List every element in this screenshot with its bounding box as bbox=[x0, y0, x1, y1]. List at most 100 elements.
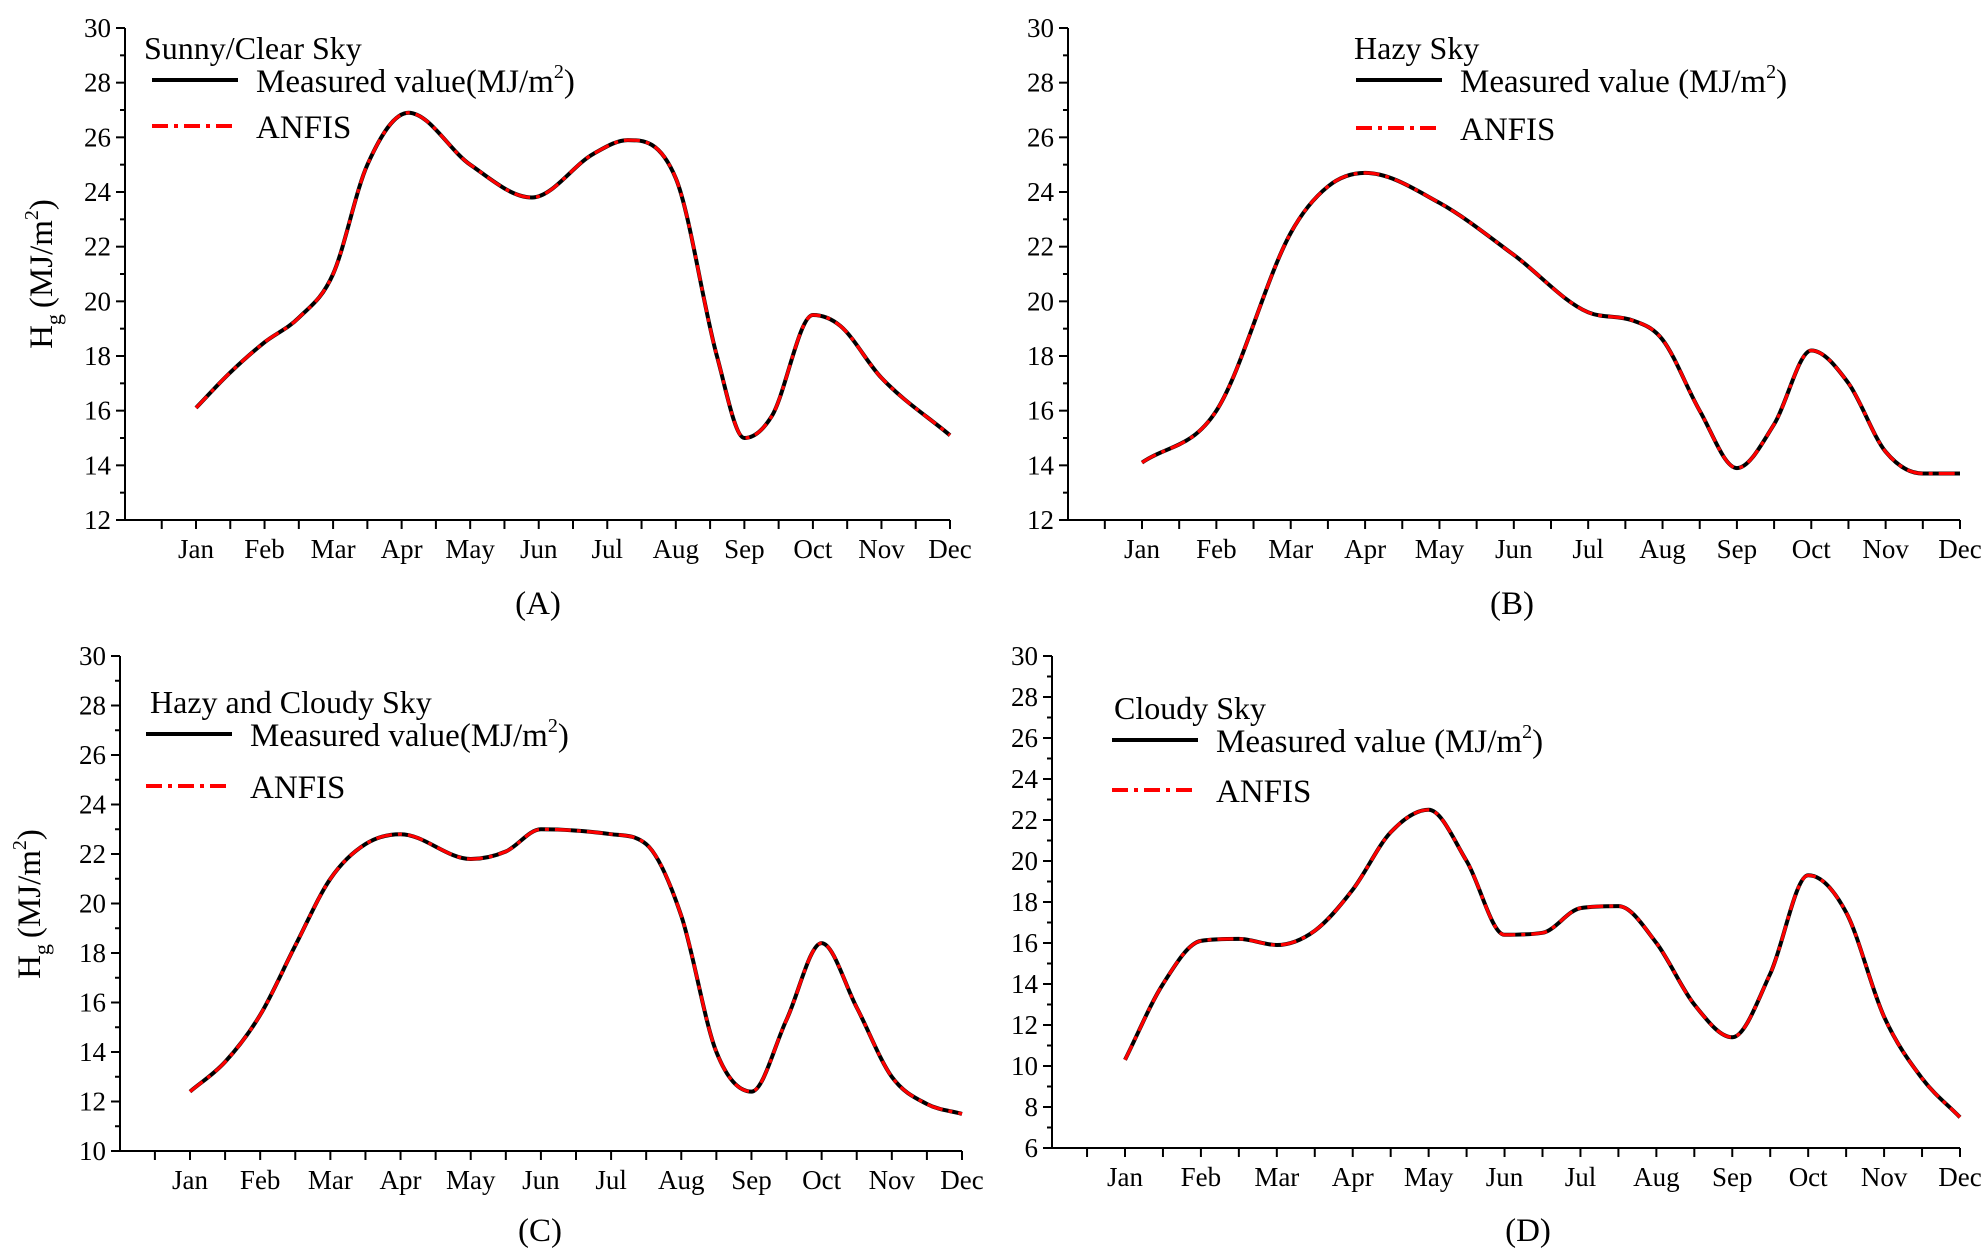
legend-measured-close: ) bbox=[1532, 724, 1543, 760]
x-tick-label: Mar bbox=[308, 1165, 353, 1195]
x-tick-label: Sep bbox=[731, 1165, 772, 1195]
y-tick-label: 12 bbox=[79, 1087, 106, 1117]
legend-label-anfis: ANFIS bbox=[256, 110, 351, 146]
legend: Measured value (MJ/m2) ANFIS bbox=[1356, 61, 1787, 148]
legend-measured-text: Measured value (MJ/m bbox=[1460, 64, 1766, 100]
x-tick-label: Nov bbox=[1862, 534, 1909, 564]
legend-label-measured: Measured value (MJ/m2) bbox=[1460, 61, 1787, 100]
series-line-measured bbox=[1140, 170, 1960, 476]
x-tick-label: Apr bbox=[1344, 534, 1386, 564]
y-tick-label: 26 bbox=[1027, 122, 1054, 152]
x-tick-label: Feb bbox=[1196, 534, 1237, 564]
series-line-anfis bbox=[1123, 808, 1962, 1119]
x-tick-label: Dec bbox=[1938, 1162, 1981, 1192]
legend: Measured value (MJ/m2) ANFIS bbox=[1112, 721, 1543, 810]
y-tick-label: 8 bbox=[1025, 1092, 1039, 1122]
y-axis-label-unit: (MJ/m bbox=[24, 220, 60, 308]
x-tick-label: Jan bbox=[172, 1165, 208, 1195]
panel-label: (A) bbox=[515, 586, 561, 622]
chart-panel-b: 12 14 16 18 20 22 24 26 28 30 Jan Feb Mar Apr May Jun Ju… bbox=[1027, 13, 1982, 622]
y-tick-label: 14 bbox=[79, 1037, 107, 1067]
legend-label-measured: Measured value(MJ/m2) bbox=[250, 715, 569, 754]
y-tick-label: 30 bbox=[84, 13, 111, 43]
x-tick-label: Jun bbox=[1495, 534, 1533, 564]
legend-measured-text: Measured value (MJ/m bbox=[1216, 724, 1522, 760]
y-tick-label: 14 bbox=[1027, 450, 1055, 480]
x-tick-label: Apr bbox=[1332, 1162, 1374, 1192]
y-tick-label: 22 bbox=[1011, 805, 1038, 835]
x-tick-label: Oct bbox=[802, 1165, 841, 1195]
x-tick-label: Feb bbox=[1181, 1162, 1222, 1192]
panel-label: (C) bbox=[518, 1213, 562, 1249]
legend-measured-close: ) bbox=[1776, 64, 1787, 100]
y-tick-label: 20 bbox=[79, 889, 106, 919]
series-line-measured bbox=[188, 827, 963, 1116]
series-line-anfis bbox=[194, 111, 952, 440]
y-tick-label: 28 bbox=[1027, 68, 1054, 98]
legend-measured-sup: 2 bbox=[554, 61, 564, 83]
y-tick-label: 18 bbox=[84, 341, 111, 371]
y-axis-label-unit: (MJ/m bbox=[12, 850, 48, 938]
y-tick-label: 28 bbox=[79, 691, 106, 721]
y-tick-label: 28 bbox=[84, 68, 111, 98]
legend-measured-sup: 2 bbox=[1766, 61, 1776, 83]
y-tick-label: 24 bbox=[1027, 177, 1055, 207]
x-tick-label: Mar bbox=[1254, 1162, 1299, 1192]
legend-label-anfis: ANFIS bbox=[1460, 112, 1555, 148]
chart-panel-d: 6 8 10 12 14 16 18 20 22 24 26 28 30 Jan Feb Mar Apr May J… bbox=[1011, 641, 1982, 1249]
x-tick-label: May bbox=[446, 1165, 496, 1195]
x-tick-label: May bbox=[1415, 534, 1465, 564]
x-tick-label: Dec bbox=[928, 534, 971, 564]
panel-label: (B) bbox=[1490, 586, 1534, 622]
x-tick-label: Feb bbox=[240, 1165, 281, 1195]
legend: Measured value(MJ/m2) ANFIS bbox=[152, 61, 575, 146]
x-tick-label: Sep bbox=[724, 534, 765, 564]
x-tick-label: Jan bbox=[178, 534, 214, 564]
y-tick-label: 30 bbox=[1011, 641, 1038, 671]
y-tick-label: 24 bbox=[84, 177, 112, 207]
legend-measured-sup: 2 bbox=[548, 715, 558, 737]
y-tick-label: 14 bbox=[1011, 969, 1039, 999]
x-tick-label: Feb bbox=[244, 534, 285, 564]
y-tick-label: 20 bbox=[1011, 846, 1038, 876]
x-tick-label: Apr bbox=[380, 1165, 422, 1195]
y-tick-label: 16 bbox=[84, 396, 111, 426]
y-tick-label: 22 bbox=[84, 232, 111, 262]
x-tick-label: Nov bbox=[869, 1165, 916, 1195]
x-tick-label: Jan bbox=[1107, 1162, 1143, 1192]
x-tick-label: Oct bbox=[1792, 534, 1831, 564]
y-tick-label: 18 bbox=[1011, 887, 1038, 917]
x-tick-label: Sep bbox=[1712, 1162, 1753, 1192]
y-tick-label: 10 bbox=[79, 1136, 106, 1166]
y-tick-label: 12 bbox=[84, 505, 111, 535]
legend-label-measured: Measured value (MJ/m2) bbox=[1216, 721, 1543, 760]
legend-measured-close: ) bbox=[564, 64, 575, 100]
legend-measured-text: Measured value(MJ/m bbox=[256, 64, 554, 100]
y-tick-label: 18 bbox=[1027, 341, 1054, 371]
y-axis-label-sub: g bbox=[29, 944, 54, 955]
y-tick-label: 12 bbox=[1027, 505, 1054, 535]
y-tick-label: 12 bbox=[1011, 1010, 1038, 1040]
chart-title: Hazy and Cloudy Sky bbox=[150, 684, 432, 720]
y-axis-label-close: ) bbox=[24, 199, 60, 210]
y-tick-label: 16 bbox=[1027, 396, 1054, 426]
y-axis-label: Hg (MJ/m2) bbox=[21, 199, 66, 349]
x-tick-label: Jun bbox=[1486, 1162, 1524, 1192]
x-tick-label: Jul bbox=[592, 534, 624, 564]
x-tick-label: Nov bbox=[1861, 1162, 1908, 1192]
y-tick-label: 22 bbox=[1027, 232, 1054, 262]
chart-title: Hazy Sky bbox=[1354, 30, 1479, 66]
legend-label-anfis: ANFIS bbox=[1216, 774, 1311, 810]
x-tick-label: May bbox=[1404, 1162, 1454, 1192]
y-tick-label: 16 bbox=[79, 988, 106, 1018]
panel-label: (D) bbox=[1505, 1213, 1551, 1249]
x-tick-label: Jul bbox=[1572, 534, 1604, 564]
legend-label-measured: Measured value(MJ/m2) bbox=[256, 61, 575, 100]
y-tick-label: 30 bbox=[1027, 13, 1054, 43]
legend-measured-close: ) bbox=[558, 718, 569, 754]
legend-measured-text: Measured value(MJ/m bbox=[250, 718, 548, 754]
x-tick-label: Apr bbox=[381, 534, 423, 564]
x-tick-label: Jul bbox=[1565, 1162, 1597, 1192]
y-tick-label: 14 bbox=[84, 450, 112, 480]
x-tick-label: Dec bbox=[940, 1165, 983, 1195]
